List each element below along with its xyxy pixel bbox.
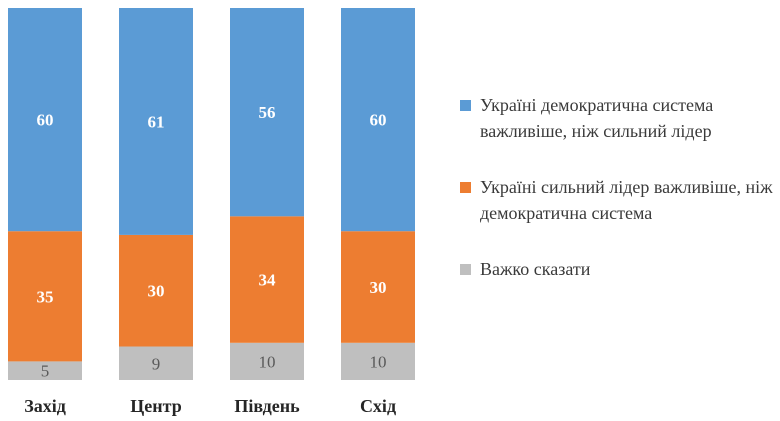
value-label-democracy-2: 61 (148, 112, 165, 131)
bar-strong-leader-1 (8, 231, 82, 362)
legend-item-democracy: Україні демократична система важливіше, … (460, 92, 775, 144)
bar-democracy-3 (230, 8, 304, 217)
legend-item-hard-to-say: Важко сказати (460, 256, 775, 282)
value-label-democracy-4: 60 (370, 111, 387, 130)
bars-group (8, 8, 415, 380)
value-label-hard-to-say-2: 9 (152, 354, 161, 373)
bar-hard-to-say-3 (230, 342, 304, 380)
bar-democracy-2 (119, 8, 193, 235)
legend-swatch-democracy (460, 100, 471, 111)
category-label-4: Схід (360, 396, 396, 416)
legend-item-strong-leader: Україні сильний лідер важливіше, ніж дем… (460, 174, 775, 226)
bar-hard-to-say-1 (8, 361, 82, 380)
value-labels-group: 5 35 60 9 30 61 10 34 56 10 30 60 (37, 103, 387, 381)
bar-hard-to-say-4 (341, 342, 415, 380)
bar-strong-leader-2 (119, 234, 193, 347)
bar-hard-to-say-2 (119, 346, 193, 380)
bar-democracy-1 (8, 8, 82, 232)
value-label-strong-leader-1: 35 (37, 287, 54, 306)
value-label-hard-to-say-4: 10 (370, 352, 387, 371)
value-label-strong-leader-2: 30 (148, 282, 165, 301)
category-label-3: Південь (234, 396, 300, 416)
value-label-hard-to-say-3: 10 (259, 352, 276, 371)
value-label-democracy-1: 60 (37, 111, 54, 130)
category-labels-group: Захід Центр Південь Схід (24, 396, 396, 416)
category-label-1: Захід (24, 396, 66, 416)
value-label-strong-leader-3: 34 (259, 271, 277, 290)
legend-swatch-hard-to-say (460, 264, 471, 275)
bar-strong-leader-3 (230, 216, 304, 343)
legend-label-democracy: Україні демократична система важливіше, … (480, 95, 714, 141)
stacked-bar-chart: 5 35 60 9 30 61 10 34 56 10 30 60 Захід Центр Південь… (8, 8, 415, 416)
value-label-strong-leader-4: 30 (370, 278, 387, 297)
value-label-democracy-3: 56 (259, 103, 276, 122)
legend-label-strong-leader: Україні сильний лідер важливіше, ніж дем… (480, 177, 773, 223)
bar-democracy-4 (341, 8, 415, 232)
bar-strong-leader-4 (341, 231, 415, 343)
category-label-2: Центр (130, 396, 181, 416)
legend: Україні демократична система важливіше, … (460, 92, 775, 312)
value-label-hard-to-say-1: 5 (41, 362, 50, 381)
legend-label-hard-to-say: Важко сказати (480, 259, 591, 279)
legend-swatch-strong-leader (460, 182, 471, 193)
